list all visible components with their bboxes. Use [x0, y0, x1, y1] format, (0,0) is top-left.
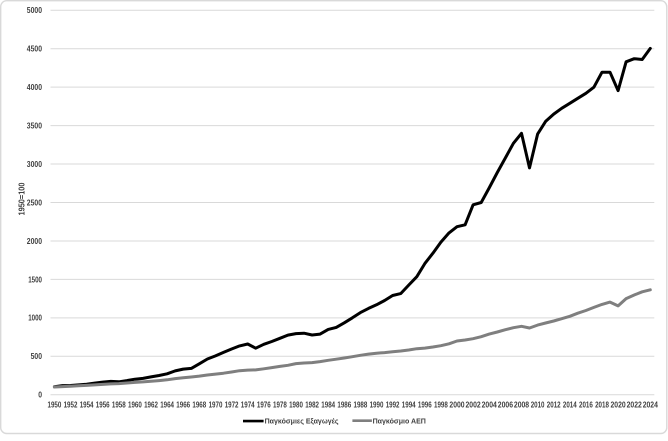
svg-text:1954: 1954 — [80, 400, 94, 409]
svg-text:500: 500 — [31, 352, 43, 361]
svg-text:1966: 1966 — [176, 400, 190, 409]
svg-text:3000: 3000 — [27, 160, 43, 169]
svg-text:1992: 1992 — [386, 400, 400, 409]
svg-text:0: 0 — [38, 391, 42, 400]
svg-text:1960: 1960 — [128, 400, 142, 409]
svg-text:2022: 2022 — [627, 400, 643, 409]
svg-text:1976: 1976 — [257, 400, 271, 409]
svg-text:1974: 1974 — [241, 400, 255, 409]
svg-text:1986: 1986 — [337, 400, 351, 409]
svg-text:1952: 1952 — [64, 400, 78, 409]
svg-text:2020: 2020 — [611, 400, 627, 409]
svg-text:2010: 2010 — [531, 400, 545, 409]
svg-text:1996: 1996 — [418, 400, 432, 409]
svg-text:1964: 1964 — [160, 400, 174, 409]
svg-text:1000: 1000 — [28, 314, 42, 323]
svg-text:1972: 1972 — [225, 400, 239, 409]
svg-text:1984: 1984 — [321, 400, 335, 409]
svg-text:5000: 5000 — [27, 6, 43, 15]
svg-text:1958: 1958 — [112, 400, 126, 409]
svg-text:1962: 1962 — [144, 400, 158, 409]
svg-text:2004: 2004 — [482, 400, 498, 409]
svg-text:3500: 3500 — [27, 122, 43, 131]
svg-text:2018: 2018 — [595, 400, 609, 409]
svg-text:2016: 2016 — [579, 400, 593, 409]
svg-text:1998: 1998 — [434, 400, 448, 409]
svg-text:4500: 4500 — [27, 45, 43, 54]
svg-text:2006: 2006 — [498, 400, 514, 409]
svg-text:Παγκόσμιο ΑΕΠ: Παγκόσμιο ΑΕΠ — [373, 416, 426, 425]
svg-text:1978: 1978 — [273, 400, 287, 409]
svg-text:1950: 1950 — [48, 400, 62, 409]
svg-text:1950=100: 1950=100 — [18, 182, 27, 215]
svg-text:2024: 2024 — [643, 400, 659, 409]
svg-text:2000: 2000 — [449, 400, 465, 409]
svg-text:1956: 1956 — [96, 400, 110, 409]
svg-text:2000: 2000 — [27, 237, 43, 246]
svg-text:1994: 1994 — [402, 400, 416, 409]
svg-text:2002: 2002 — [466, 400, 482, 409]
svg-text:2012: 2012 — [547, 400, 561, 409]
svg-text:1982: 1982 — [305, 400, 319, 409]
svg-text:1500: 1500 — [28, 275, 42, 284]
svg-text:4000: 4000 — [27, 83, 43, 92]
svg-text:1990: 1990 — [370, 400, 384, 409]
svg-text:1980: 1980 — [289, 400, 303, 409]
svg-text:1970: 1970 — [209, 400, 223, 409]
svg-text:2014: 2014 — [563, 400, 577, 409]
svg-text:1988: 1988 — [354, 400, 368, 409]
svg-text:2008: 2008 — [514, 400, 530, 409]
svg-text:2500: 2500 — [27, 198, 43, 207]
svg-text:Παγκόσμιες Εξαγωγές: Παγκόσμιες Εξαγωγές — [265, 416, 339, 425]
svg-text:1968: 1968 — [192, 400, 206, 409]
